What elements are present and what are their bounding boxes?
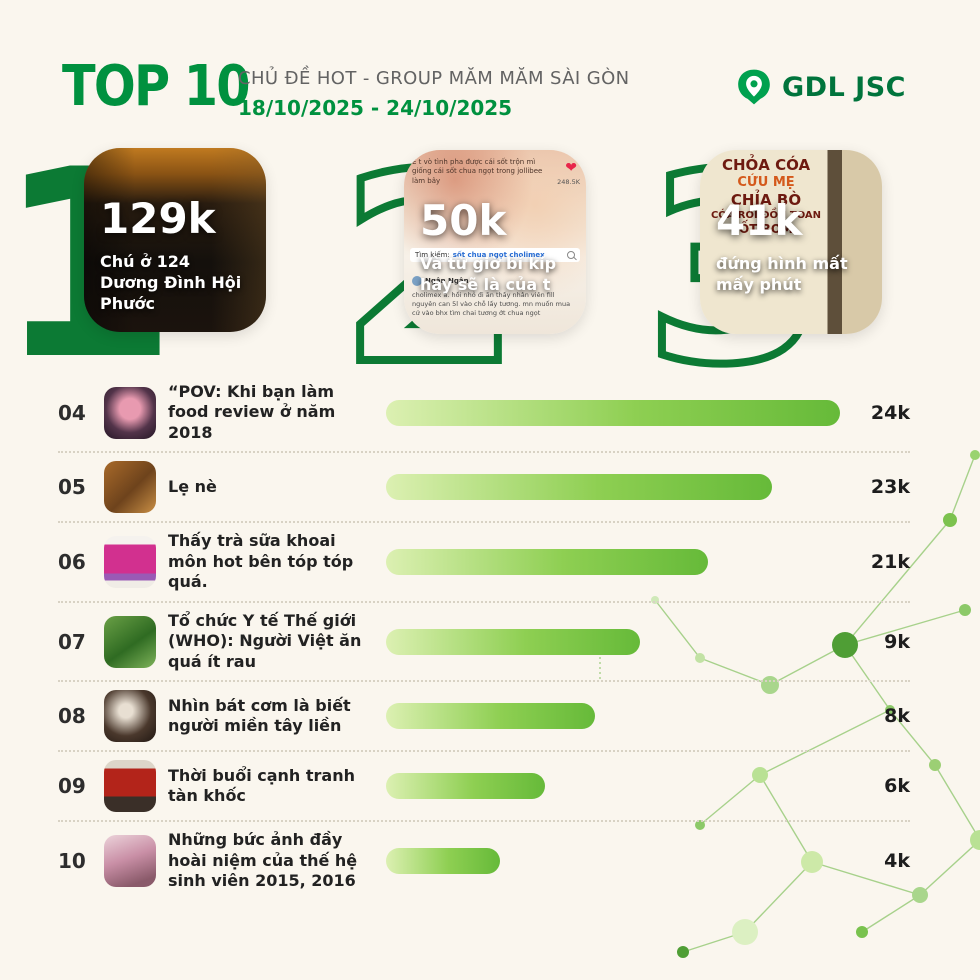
value-bar (386, 628, 641, 655)
post-title: Lẹ nè (168, 477, 217, 497)
sign-line: CHỈA BÒ (730, 191, 802, 209)
post-title: Thời buổi cạnh tranh tàn khốc (168, 765, 355, 806)
location-pin-logo-icon (738, 69, 770, 105)
search-label: Tìm kiếm: (415, 251, 450, 259)
value-label: 4k (884, 849, 910, 872)
bar-track (386, 703, 840, 730)
date-range: 18/10/2025 - 24/10/2025 (238, 96, 513, 120)
search-query: sốt chua ngọt cholimex (452, 251, 545, 259)
value-bar (386, 847, 500, 874)
value-bar (386, 549, 709, 576)
value-bar (386, 399, 840, 426)
photo-top-caption: Ề t vò tình pha được cái sốt trộn mì giố… (412, 158, 543, 185)
page-subtitle: CHỦ ĐỀ HOT - GROUP MĂM MĂM SÀI GÒN (238, 68, 630, 89)
rank-number: 07 (58, 629, 86, 654)
photo-caption: cholimex á. hồi nhỏ đi ăn thấy nhân viên… (412, 291, 571, 317)
bar-track (386, 549, 840, 576)
post-title: “POV: Khi bạn làm food review ở năm 2018 (168, 382, 336, 442)
post-title: Những bức ảnh đầy hoài niệm của thế hệ s… (168, 830, 358, 891)
post-thumbnail (104, 834, 156, 887)
username: Ngân Ngân (425, 277, 469, 285)
heart-icon: ❤ (565, 160, 577, 176)
top1-photo (84, 148, 266, 332)
post-thumbnail (104, 690, 156, 743)
top3-count: 41k (716, 196, 803, 245)
value-label: 21k (870, 551, 910, 574)
sign-line: ỐT ROM (739, 222, 793, 237)
table-row: 07 Tổ chức Y tế Thế giới (WHO): Người Vi… (58, 603, 910, 683)
top1-count: 129k (100, 194, 216, 243)
post-title: Nhìn bát cơm là biết người miền tây liền (168, 695, 351, 736)
value-label: 24k (870, 401, 910, 424)
post-thumbnail (104, 386, 156, 439)
rank-number: 05 (58, 475, 86, 500)
rank-number: 10 (58, 848, 86, 873)
photo-sign-text: CHỎA CÓA CỨU MẸ CHỈA BÒ CÓA ROI ĐỒN TOAN… (708, 156, 824, 237)
bar-track (386, 628, 840, 655)
post-thumbnail (104, 615, 156, 668)
brand-name: GDL JSC (782, 71, 906, 103)
value-label: 6k (884, 775, 910, 798)
table-row: 04 “POV: Khi bạn làm food review ở năm 2… (58, 374, 910, 454)
sign-line: CÓA ROI ĐỒN TOAN (710, 209, 822, 221)
value-bar (386, 703, 595, 730)
top3-card: CHỎA CÓA CỨU MẸ CHỈA BÒ CÓA ROI ĐỒN TOAN… (700, 150, 882, 334)
bar-track (386, 847, 840, 874)
page-title: TOP 10 (62, 54, 251, 119)
reaction-count: 248.5K (557, 178, 580, 186)
value-label: 23k (870, 476, 910, 499)
table-row: 08 Nhìn bát cơm là biết người miền tây l… (58, 682, 910, 753)
post-title: Thấy trà sữa khoai môn hot bên tóp tóp q… (168, 531, 354, 592)
table-row: 09 Thời buổi cạnh tranh tàn khốc 6k (58, 752, 910, 823)
value-label: 9k (884, 630, 910, 653)
bar-track (386, 399, 840, 426)
top1-card: 129k Chú ở 124 Dương Đình Hội Phước (84, 148, 266, 332)
photo-search-bar: Tìm kiếm: sốt chua ngọt cholimex (410, 248, 580, 262)
post-thumbnail (104, 760, 156, 813)
sign-line: CỨU MẸ (737, 174, 795, 190)
top1-title: Chú ở 124 Dương Đình Hội Phước (100, 252, 242, 313)
table-row: 06 Thấy trà sữa khoai môn hot bên tóp tó… (58, 523, 910, 603)
value-bar (386, 773, 545, 800)
top2-title: Và từ giờ bí kíp hay sẽ là của t (420, 254, 557, 294)
rank-number: 04 (58, 400, 86, 425)
rank-number: 08 (58, 704, 86, 729)
bar-track (386, 474, 840, 501)
top3-title: đứng hình mất mấy phút (716, 254, 848, 294)
table-row: 10 Những bức ảnh đầy hoài niệm của thế h… (58, 822, 910, 899)
post-thumbnail (104, 536, 156, 589)
value-label: 8k (884, 705, 910, 728)
rank-number: 06 (58, 550, 86, 575)
post-title: Tổ chức Y tế Thế giới (WHO): Người Việt … (168, 610, 362, 671)
top2-count: 50k (420, 196, 507, 245)
sign-line: CHỎA CÓA (721, 156, 811, 174)
search-icon (567, 251, 575, 259)
top2-photo (404, 150, 586, 334)
value-bar (386, 474, 772, 501)
photo-user-row: Ngân Ngân (412, 276, 469, 286)
post-thumbnail (104, 461, 156, 514)
ranking-list: 04 “POV: Khi bạn làm food review ở năm 2… (58, 374, 910, 900)
top3-photo (700, 150, 882, 334)
table-row: 05 Lẹ nè 23k (58, 453, 910, 524)
top2-card: Ề t vò tình pha được cái sốt trộn mì giố… (404, 150, 586, 334)
avatar (412, 276, 422, 286)
brand-logo: GDL JSC (735, 68, 906, 106)
bar-track (386, 773, 840, 800)
rank-number: 09 (58, 774, 86, 799)
